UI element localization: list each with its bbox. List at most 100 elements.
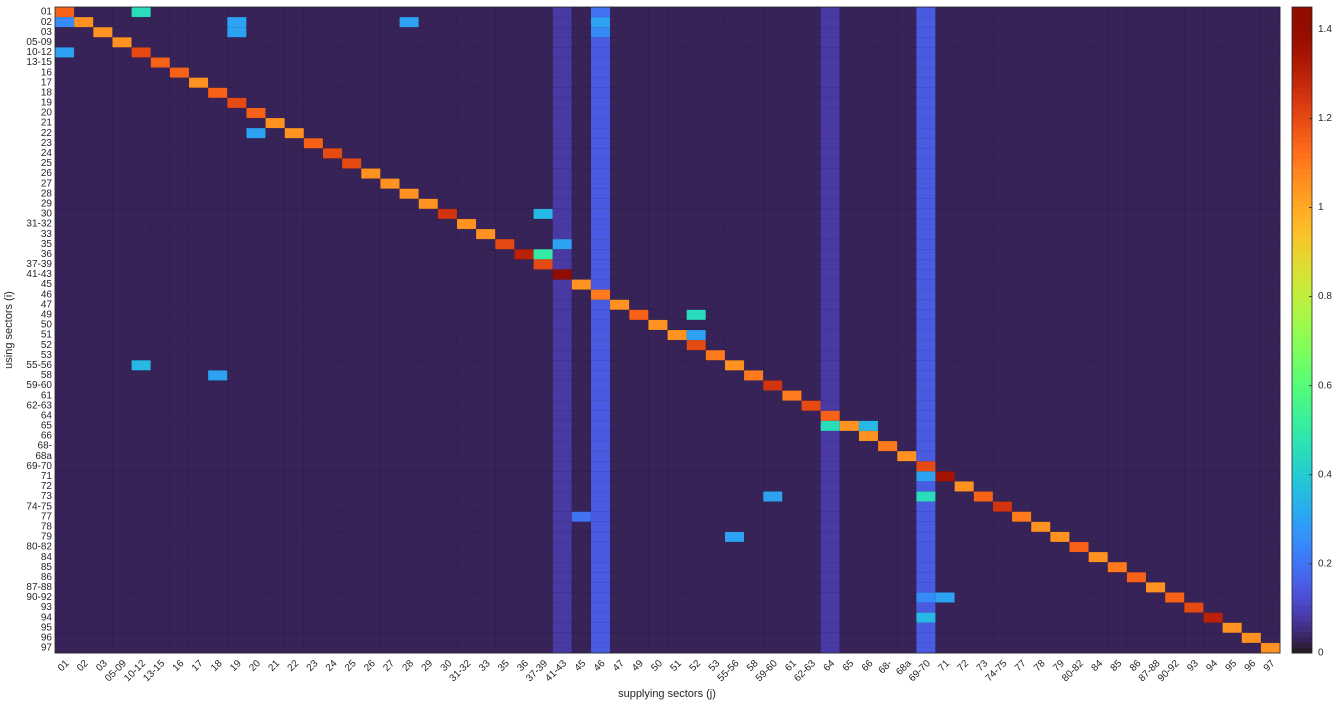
heatmap-cell bbox=[475, 491, 496, 503]
heatmap-cell bbox=[992, 471, 1013, 482]
heatmap-cell bbox=[896, 289, 917, 301]
heatmap-cell bbox=[552, 541, 573, 553]
heatmap-cell bbox=[1164, 572, 1185, 583]
heatmap-cell bbox=[1260, 97, 1281, 109]
heatmap-cell bbox=[552, 148, 573, 159]
heatmap-cell bbox=[475, 511, 496, 523]
heatmap-cell bbox=[533, 238, 554, 250]
heatmap-cell bbox=[820, 319, 841, 331]
heatmap-cell bbox=[1107, 511, 1128, 523]
heatmap-cell bbox=[399, 158, 420, 170]
heatmap-cell bbox=[418, 16, 439, 28]
heatmap-cell bbox=[475, 400, 496, 412]
heatmap-cell bbox=[227, 228, 247, 240]
heatmap-cell bbox=[763, 339, 783, 351]
y-tick-label: 22 bbox=[41, 128, 53, 139]
heatmap-cell bbox=[724, 289, 745, 301]
heatmap-cell bbox=[207, 57, 228, 69]
heatmap-cell bbox=[303, 632, 324, 644]
heatmap-cell bbox=[1260, 642, 1281, 654]
heatmap-cell bbox=[399, 521, 420, 533]
heatmap-cell bbox=[763, 127, 783, 139]
heatmap-cell bbox=[1050, 339, 1070, 351]
heatmap-cell bbox=[763, 572, 783, 583]
heatmap-cell bbox=[552, 410, 573, 422]
heatmap-cell bbox=[954, 400, 975, 412]
heatmap-cell bbox=[648, 541, 668, 553]
heatmap-cell bbox=[1222, 622, 1243, 634]
heatmap-cell bbox=[265, 349, 286, 361]
heatmap-cell bbox=[1222, 97, 1243, 109]
heatmap-cell bbox=[361, 582, 381, 593]
heatmap-cell bbox=[150, 501, 171, 513]
heatmap-cell bbox=[1050, 380, 1070, 392]
heatmap-cell bbox=[1011, 531, 1032, 543]
heatmap-cell bbox=[1203, 218, 1224, 230]
colorbar-segment bbox=[1292, 71, 1312, 78]
heatmap-cell bbox=[1164, 148, 1185, 159]
heatmap-cell bbox=[207, 249, 228, 260]
heatmap-cell bbox=[533, 188, 554, 200]
heatmap-cell bbox=[1107, 390, 1128, 402]
heatmap-cell bbox=[361, 511, 381, 523]
heatmap-cell bbox=[896, 16, 917, 28]
heatmap-cell bbox=[93, 259, 113, 270]
x-tick-label: 69-70 bbox=[907, 658, 933, 684]
heatmap-cell bbox=[1030, 349, 1051, 361]
heatmap-cell bbox=[820, 259, 841, 270]
heatmap-cell bbox=[992, 238, 1013, 250]
heatmap-cell bbox=[743, 188, 764, 200]
heatmap-cell bbox=[284, 117, 305, 129]
heatmap-cell bbox=[571, 511, 592, 523]
heatmap-cell bbox=[456, 148, 477, 159]
heatmap-cell bbox=[169, 511, 190, 523]
heatmap-cell bbox=[896, 582, 917, 593]
y-tick-label: 30 bbox=[41, 209, 53, 220]
heatmap-cell bbox=[495, 238, 515, 250]
heatmap-cell bbox=[571, 208, 592, 220]
heatmap-cell bbox=[475, 521, 496, 533]
heatmap-cell bbox=[858, 602, 879, 614]
heatmap-cell bbox=[207, 380, 228, 392]
heatmap-cell bbox=[1164, 400, 1185, 412]
heatmap-cell bbox=[916, 471, 936, 482]
heatmap-cell bbox=[1203, 57, 1224, 69]
heatmap-cell bbox=[686, 592, 707, 604]
heatmap-cell bbox=[112, 208, 133, 220]
heatmap-cell bbox=[112, 450, 133, 462]
heatmap-cell bbox=[380, 349, 401, 361]
heatmap-cell bbox=[877, 582, 898, 593]
heatmap-cell bbox=[437, 360, 458, 371]
heatmap-cell bbox=[590, 622, 611, 634]
heatmap-cell bbox=[571, 117, 592, 129]
heatmap-cell bbox=[418, 360, 439, 371]
heatmap-cell bbox=[131, 360, 152, 371]
heatmap-cell bbox=[495, 622, 515, 634]
heatmap-cell bbox=[246, 168, 267, 180]
heatmap-cell bbox=[227, 279, 247, 291]
heatmap-cell bbox=[265, 47, 286, 58]
heatmap-cell bbox=[1107, 67, 1128, 79]
heatmap-cell bbox=[303, 592, 324, 604]
heatmap-cell bbox=[495, 329, 515, 341]
heatmap-cell bbox=[54, 117, 75, 129]
heatmap-cell bbox=[1088, 390, 1109, 402]
heatmap-cell bbox=[246, 521, 267, 533]
heatmap-cell bbox=[93, 461, 113, 472]
heatmap-cell bbox=[782, 349, 802, 361]
heatmap-cell bbox=[380, 279, 401, 291]
heatmap-cell bbox=[763, 390, 783, 402]
heatmap-cell bbox=[322, 138, 343, 149]
heatmap-cell bbox=[322, 238, 343, 250]
heatmap-cell bbox=[667, 511, 688, 523]
heatmap-cell bbox=[1241, 47, 1262, 58]
heatmap-cell bbox=[514, 592, 535, 604]
heatmap-cell bbox=[322, 87, 343, 99]
heatmap-cell bbox=[1088, 622, 1109, 634]
heatmap-cell bbox=[896, 339, 917, 351]
heatmap-cell bbox=[858, 430, 879, 442]
heatmap-cell bbox=[1126, 259, 1147, 270]
heatmap-cell bbox=[954, 127, 975, 139]
heatmap-cell bbox=[495, 642, 515, 654]
heatmap-cell bbox=[1030, 380, 1051, 392]
